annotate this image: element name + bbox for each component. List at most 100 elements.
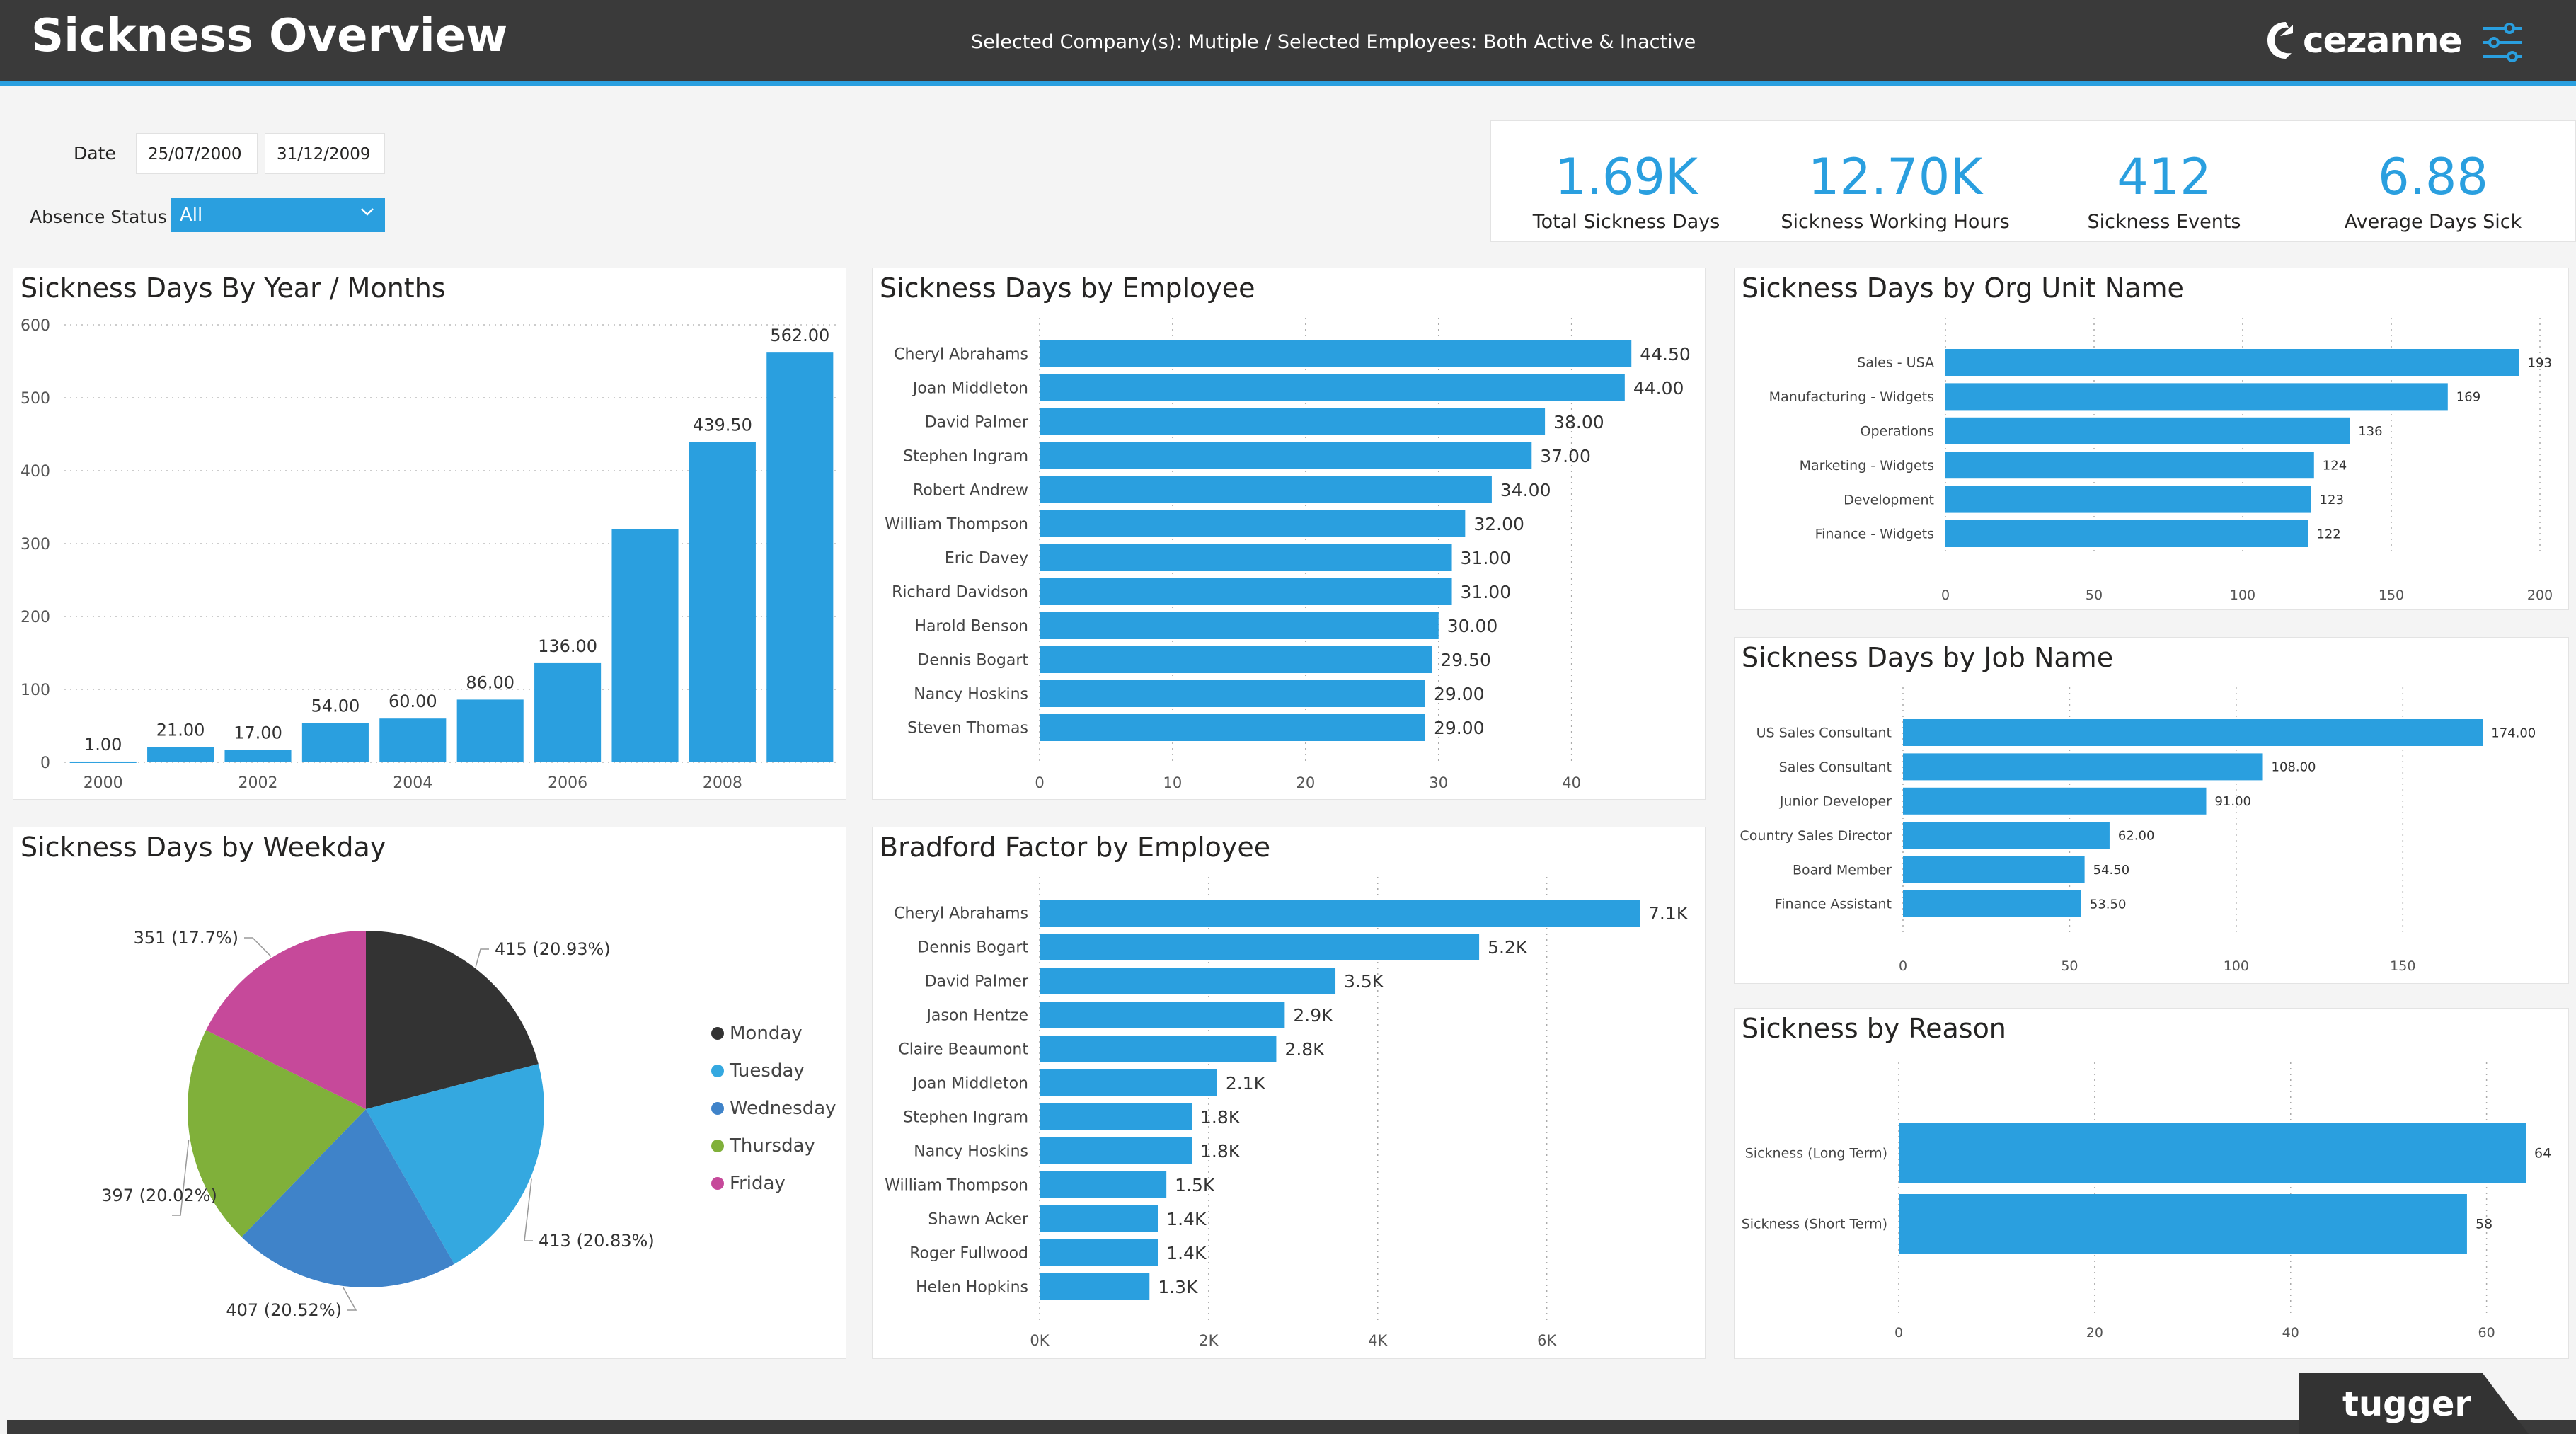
category-label: US Sales Consultant (1756, 725, 1892, 741)
employee-bar-chart: 0 10 20 30 40 Cheryl Abrahams 44.50 Joan Middle… (885, 318, 1691, 791)
bar (1903, 753, 2263, 781)
legend-dot (711, 1177, 724, 1190)
x-tick-label: 0 (1941, 587, 1950, 603)
bar (1040, 1205, 1158, 1232)
data-label: 58 (2476, 1217, 2492, 1232)
category-label: Helen Hopkins (916, 1279, 1028, 1297)
panel-sickness-by-reason: Sickness by Reason 0 20 40 60 Sickness (Long… (1734, 1008, 2569, 1359)
bar (1040, 408, 1546, 435)
absence-status-label: Absence Status (30, 207, 167, 227)
data-label: 415 (20.93%) (495, 939, 611, 959)
data-label: 3.5K (1344, 971, 1384, 992)
y-tick-label: 200 (21, 609, 50, 626)
selection-summary: Selected Company(s): Mutiple / Selected … (971, 31, 1696, 53)
leader-line (475, 948, 489, 968)
bar (1903, 890, 2081, 917)
absence-status-value: All (180, 205, 203, 226)
x-tick-label: 0 (1894, 1325, 1903, 1341)
bar (1040, 510, 1466, 537)
data-label: 7.1K (1648, 903, 1689, 924)
panel-sickness-by-year: Sickness Days By Year / Months 0 100 200 30… (13, 268, 846, 800)
category-label: Claire Beaumont (898, 1041, 1028, 1059)
bar (147, 747, 214, 762)
bar (1040, 1239, 1158, 1266)
bar (1040, 476, 1492, 503)
data-label: 1.8K (1200, 1141, 1241, 1161)
panel-sickness-by-employee: Sickness Days by Employee 0 10 20 30 40 Chery… (872, 268, 1706, 800)
tugger-badge: tugger (2299, 1373, 2529, 1434)
bar (1040, 442, 1532, 469)
data-label: 407 (20.52%) (226, 1300, 342, 1320)
bar (534, 662, 602, 762)
date-start-input[interactable]: 25/07/2000 (136, 133, 258, 174)
data-label: 2.9K (1293, 1005, 1333, 1026)
legend-wednesday: Wednesday (711, 1098, 836, 1119)
x-tick-label: 40 (1562, 774, 1581, 791)
data-label: 54.00 (311, 696, 360, 716)
sliders-icon[interactable] (2481, 21, 2524, 64)
category-label: Nancy Hoskins (914, 686, 1028, 704)
bar (1040, 900, 1640, 927)
pie-slice (366, 931, 539, 1109)
chart-title: Sickness Days by Employee (880, 273, 1255, 304)
org-unit-bar-chart: 0 50 100 150 200 Sales - USA 193 Manufacturing … (1769, 318, 2553, 603)
category-label: Finance - Widgets (1815, 527, 1934, 542)
data-label: 122 (2316, 527, 2340, 541)
chart-title: Sickness Days by Job Name (1742, 642, 2114, 673)
chevron-down-icon (361, 208, 374, 216)
bar (689, 442, 756, 762)
category-label: Marketing - Widgets (1800, 458, 1934, 474)
brand-name: cezanne (2303, 20, 2462, 61)
x-tick-label: 2006 (548, 774, 587, 792)
pie-slice (187, 1030, 366, 1237)
x-tick-label: 60 (2478, 1325, 2495, 1341)
cezanne-logo-icon (2267, 22, 2293, 59)
category-label: Harold Benson (914, 618, 1028, 636)
data-label: 1.3K (1158, 1277, 1198, 1297)
y-tick-label: 100 (21, 682, 50, 699)
footer-bar (7, 1420, 2576, 1434)
x-tick-label: 10 (1163, 774, 1183, 791)
page-title: Sickness Overview (31, 10, 508, 62)
legend-thursday: Thursday (711, 1135, 815, 1157)
data-label: 1.8K (1200, 1107, 1241, 1128)
kpi-sickness-events: 412 Sickness Events (2037, 150, 2292, 233)
x-tick-label: 2004 (393, 774, 432, 792)
bar (1040, 680, 1425, 707)
leader-line (524, 1178, 533, 1241)
data-label: 5.2K (1488, 937, 1528, 958)
bar (1040, 1171, 1167, 1198)
data-label: 2.1K (1226, 1073, 1266, 1094)
leader-line (244, 937, 272, 957)
data-label: 32.00 (1473, 514, 1524, 534)
bar (1945, 417, 2350, 444)
legend-label: Tuesday (730, 1060, 805, 1082)
category-label: Cheryl Abrahams (894, 905, 1028, 923)
data-label: 44.00 (1633, 378, 1684, 398)
kpi-average-days-sick: 6.88 Average Days Sick (2306, 150, 2560, 233)
bar (1040, 714, 1425, 741)
date-end-input[interactable]: 31/12/2009 (265, 133, 385, 174)
category-label: William Thompson (885, 516, 1028, 534)
absence-status-dropdown[interactable]: All (171, 198, 385, 232)
kpi-total-sickness-days: 1.69K Total Sickness Days (1499, 150, 1754, 233)
data-label: 1.4K (1166, 1209, 1207, 1229)
data-label: 174.00 (2491, 725, 2536, 740)
date-filter-label: Date (74, 143, 116, 164)
data-label: 62.00 (2118, 829, 2155, 844)
category-label: Dennis Bogart (917, 652, 1028, 670)
data-label: 30.00 (1447, 616, 1498, 636)
chart-title: Sickness Days By Year / Months (21, 273, 446, 304)
chart-title: Bradford Factor by Employee (880, 832, 1271, 863)
x-tick-label: 0 (1035, 774, 1044, 791)
category-label: William Thompson (885, 1177, 1028, 1195)
legend-label: Wednesday (730, 1098, 836, 1119)
bar (1040, 1002, 1285, 1028)
header-bar: Sickness Overview Selected Company(s): M… (0, 0, 2576, 86)
data-label: 29.00 (1434, 684, 1485, 704)
data-label: 44.50 (1640, 344, 1691, 365)
bar (1040, 968, 1336, 994)
legend-dot (711, 1102, 724, 1115)
category-label: Eric Davey (945, 550, 1028, 568)
data-label: 37.00 (1540, 446, 1591, 466)
